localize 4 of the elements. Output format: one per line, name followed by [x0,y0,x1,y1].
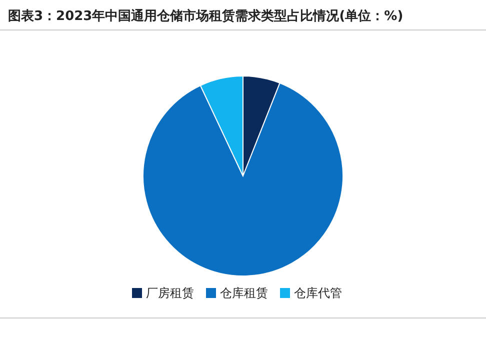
legend-label: 仓库代管 [294,286,342,300]
legend-label: 厂房租赁 [146,286,194,300]
chart-title: 图表3：2023年中国通用仓储市场租赁需求类型占比情况(单位：%) [8,8,404,24]
legend-label: 仓库租赁 [220,286,268,300]
